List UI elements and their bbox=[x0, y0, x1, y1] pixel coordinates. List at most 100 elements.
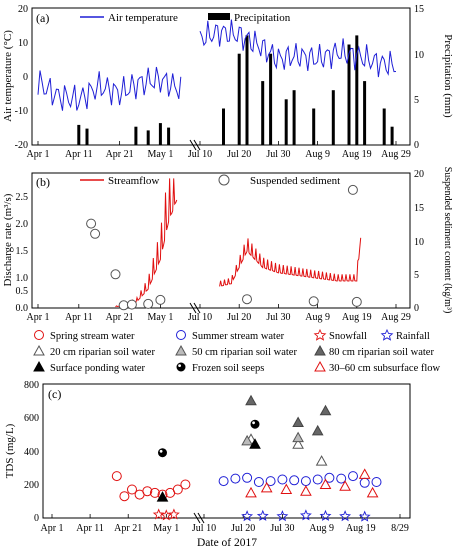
panel-a-xtick-label-4: Jul 10 bbox=[188, 149, 212, 160]
summer-stream-point bbox=[230, 473, 241, 484]
ponding-point bbox=[156, 491, 169, 502]
precipitation-bar bbox=[85, 128, 89, 145]
panel-b-ytick-1.0: 1.0 bbox=[16, 273, 29, 284]
subsurface-point bbox=[245, 486, 257, 498]
suspended-sediment-point bbox=[118, 300, 129, 311]
precipitation-bar bbox=[167, 127, 171, 145]
panel-a-ylabel-left: Air temperature (°C) bbox=[2, 30, 14, 122]
frozen-seep-point bbox=[158, 448, 167, 458]
subsurface-point bbox=[319, 478, 332, 489]
precipitation-bar bbox=[77, 124, 81, 145]
panel-c-xtick-label-8: Aug 19 bbox=[346, 523, 376, 534]
subsurface-point bbox=[339, 480, 351, 491]
panel-a-xtick-label-5: Jul 20 bbox=[227, 149, 251, 160]
panel-c-ytick-400: 400 bbox=[24, 447, 39, 458]
panel-c-frame bbox=[42, 383, 411, 519]
panel-c-xlabel: Date of 2017 bbox=[197, 537, 257, 549]
panel-b-axis-break bbox=[189, 302, 197, 314]
precipitation-bar bbox=[261, 81, 265, 145]
legend-80cm-soil-label: 80 cm riparian soil water bbox=[329, 347, 434, 358]
panel-a-ytick-20: 20 bbox=[18, 4, 28, 15]
panel-c-tag: (c) bbox=[48, 387, 61, 401]
panel-c-axis-break bbox=[193, 512, 201, 524]
streamflow-series-spring bbox=[115, 178, 178, 308]
summer-stream-point bbox=[312, 474, 323, 485]
panel-a-rtick-15: 15 bbox=[414, 4, 424, 15]
precipitation-bar bbox=[390, 126, 394, 145]
spring-stream-point bbox=[180, 479, 191, 490]
legend-air-temperature-label: Air temperature bbox=[108, 12, 178, 24]
suspended-sediment-point bbox=[143, 298, 154, 309]
panel-b-xticks: Apr 1 Apr 11 Apr 21 May 1 Jul 10 Jul 20 Jul 30… bbox=[26, 304, 411, 323]
legend-snowfall-label: Snowfall bbox=[329, 331, 367, 342]
panel-c-legend: Spring stream water Summer stream water … bbox=[33, 328, 441, 374]
precipitation-bar bbox=[382, 108, 386, 145]
suspended-sediment-point bbox=[155, 294, 166, 305]
panel-a-tag: (a) bbox=[36, 11, 49, 25]
panel-a: (a) Air temperature Precipitation 20 10 … bbox=[2, 4, 454, 160]
soil-80cm-point bbox=[245, 394, 257, 406]
rainfall-point bbox=[299, 509, 312, 521]
legend-frozen-seeps-marker bbox=[176, 362, 186, 372]
panel-b-rtick-10: 10 bbox=[414, 237, 424, 248]
legend-summer-stream-label: Summer stream water bbox=[192, 331, 285, 342]
summer-stream-point bbox=[242, 472, 253, 483]
rainfall-point bbox=[256, 509, 269, 521]
snowfall-point bbox=[167, 508, 180, 520]
panel-b-tag: (b) bbox=[36, 175, 50, 189]
precipitation-bar bbox=[292, 90, 296, 145]
suspended-sediment-point bbox=[347, 184, 358, 195]
panel-a-xtick-label-8: Aug 19 bbox=[342, 149, 372, 160]
panel-b-xtick-label-8: Aug 19 bbox=[342, 312, 372, 323]
panel-c-xtick-label-1: Apr 11 bbox=[76, 523, 104, 534]
precipitation-bar bbox=[363, 81, 367, 145]
subsurface-point bbox=[280, 483, 293, 494]
panel-a-rtick-10: 10 bbox=[414, 50, 424, 61]
rainfall-point bbox=[339, 510, 352, 522]
ponding-point bbox=[249, 438, 261, 449]
summer-stream-point bbox=[253, 477, 264, 487]
legend-snowfall-marker bbox=[313, 328, 327, 341]
panel-c-xticks: Apr 1 Apr 11 Apr 21 May 1 Jul 10 Jul 20 Jul 30… bbox=[40, 514, 409, 534]
suspended-sediment-point bbox=[308, 296, 319, 307]
panel-a-ytick-m20: -20 bbox=[15, 140, 28, 151]
panel-a-xtick-label-2: Apr 21 bbox=[106, 149, 134, 160]
panel-c-ytick-800: 800 bbox=[24, 380, 39, 391]
legend-precipitation-swatch bbox=[208, 13, 230, 20]
panel-b-rtick-5: 5 bbox=[414, 270, 419, 281]
legend-precipitation-label: Precipitation bbox=[234, 12, 291, 24]
precipitation-bar bbox=[158, 123, 162, 145]
precipitation-bar bbox=[245, 35, 249, 145]
precipitation-bar bbox=[355, 35, 359, 145]
legend-rainfall-label: Rainfall bbox=[396, 331, 430, 342]
legend-20cm-soil-label: 20 cm riparian soil water bbox=[50, 347, 155, 358]
streamflow-series-summer bbox=[219, 237, 362, 287]
legend-subsurface-label: 30–60 cm subsurface flow bbox=[329, 363, 441, 374]
frozen-seep-point bbox=[250, 419, 260, 429]
legend-ponding-label: Surface ponding water bbox=[50, 363, 146, 374]
panel-c-ylabel: TDS (mg/L) bbox=[4, 423, 16, 478]
panel-b-xtick-label-1: Apr 11 bbox=[65, 312, 93, 323]
precipitation-bar bbox=[312, 108, 316, 145]
summer-stream-point bbox=[371, 477, 382, 487]
legend-20cm-soil-marker bbox=[33, 344, 45, 356]
panel-c-xtick-label-7: Aug 9 bbox=[309, 523, 334, 534]
legend-spring-stream-label: Spring stream water bbox=[50, 331, 135, 342]
summer-stream-point bbox=[289, 475, 300, 486]
legend-80cm-soil-marker bbox=[314, 344, 326, 356]
panel-c-xtick-label-3: May 1 bbox=[153, 523, 179, 534]
panel-a-frame bbox=[31, 7, 411, 146]
spring-stream-point bbox=[111, 471, 122, 482]
spring-stream-point bbox=[149, 487, 160, 498]
soil-20cm-point bbox=[292, 438, 304, 449]
panel-b-ytick-2.5: 2.5 bbox=[16, 192, 29, 203]
rainfall-point bbox=[358, 510, 371, 522]
panel-b-xtick-label-5: Jul 20 bbox=[227, 312, 251, 323]
panel-b-xtick-label-9: Aug 29 bbox=[381, 312, 411, 323]
panel-b-xtick-label-7: Aug 9 bbox=[305, 312, 330, 323]
panel-b-rtick-20: 20 bbox=[414, 169, 424, 180]
panel-b-xtick-label-3: May 1 bbox=[148, 312, 174, 323]
summer-stream-point bbox=[359, 477, 370, 488]
soil-80cm-point bbox=[292, 416, 304, 427]
spring-stream-point bbox=[142, 486, 153, 497]
